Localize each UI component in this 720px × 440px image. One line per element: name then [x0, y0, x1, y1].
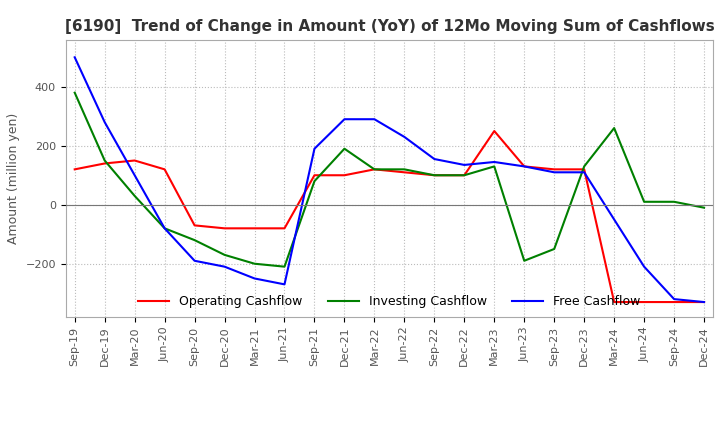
Free Cashflow — [130, 172, 139, 178]
Investing Cashflow — [220, 252, 229, 257]
Investing Cashflow — [400, 167, 409, 172]
Free Cashflow — [370, 117, 379, 122]
Free Cashflow — [340, 117, 348, 122]
Line: Investing Cashflow: Investing Cashflow — [75, 93, 704, 267]
Investing Cashflow — [610, 125, 618, 131]
Operating Cashflow — [610, 299, 618, 304]
Free Cashflow — [640, 264, 649, 269]
Y-axis label: Amount (million yen): Amount (million yen) — [7, 113, 20, 244]
Free Cashflow — [310, 146, 319, 151]
Investing Cashflow — [700, 205, 708, 210]
Free Cashflow — [430, 156, 438, 161]
Free Cashflow — [100, 120, 109, 125]
Free Cashflow — [550, 170, 559, 175]
Operating Cashflow — [220, 226, 229, 231]
Operating Cashflow — [580, 167, 588, 172]
Investing Cashflow — [520, 258, 528, 264]
Operating Cashflow — [490, 128, 499, 134]
Operating Cashflow — [670, 299, 678, 304]
Investing Cashflow — [580, 164, 588, 169]
Free Cashflow — [71, 55, 79, 60]
Investing Cashflow — [460, 172, 469, 178]
Operating Cashflow — [640, 299, 649, 304]
Investing Cashflow — [71, 90, 79, 95]
Investing Cashflow — [251, 261, 259, 266]
Investing Cashflow — [490, 164, 499, 169]
Legend: Operating Cashflow, Investing Cashflow, Free Cashflow: Operating Cashflow, Investing Cashflow, … — [133, 290, 646, 313]
Operating Cashflow — [520, 164, 528, 169]
Operating Cashflow — [161, 167, 169, 172]
Investing Cashflow — [280, 264, 289, 269]
Operating Cashflow — [310, 172, 319, 178]
Investing Cashflow — [130, 193, 139, 198]
Free Cashflow — [700, 299, 708, 304]
Operating Cashflow — [130, 158, 139, 163]
Free Cashflow — [520, 164, 528, 169]
Operating Cashflow — [71, 167, 79, 172]
Free Cashflow — [251, 276, 259, 281]
Free Cashflow — [161, 226, 169, 231]
Investing Cashflow — [100, 158, 109, 163]
Investing Cashflow — [370, 167, 379, 172]
Investing Cashflow — [190, 238, 199, 243]
Free Cashflow — [670, 297, 678, 302]
Operating Cashflow — [280, 226, 289, 231]
Operating Cashflow — [400, 170, 409, 175]
Operating Cashflow — [430, 172, 438, 178]
Title: [6190]  Trend of Change in Amount (YoY) of 12Mo Moving Sum of Cashflows: [6190] Trend of Change in Amount (YoY) o… — [65, 19, 714, 34]
Free Cashflow — [280, 282, 289, 287]
Operating Cashflow — [700, 299, 708, 304]
Free Cashflow — [400, 134, 409, 139]
Free Cashflow — [490, 159, 499, 165]
Free Cashflow — [190, 258, 199, 264]
Investing Cashflow — [670, 199, 678, 205]
Free Cashflow — [460, 162, 469, 168]
Operating Cashflow — [370, 167, 379, 172]
Operating Cashflow — [100, 161, 109, 166]
Line: Operating Cashflow: Operating Cashflow — [75, 131, 704, 302]
Investing Cashflow — [640, 199, 649, 205]
Investing Cashflow — [430, 172, 438, 178]
Operating Cashflow — [550, 167, 559, 172]
Operating Cashflow — [460, 172, 469, 178]
Free Cashflow — [220, 264, 229, 269]
Free Cashflow — [580, 170, 588, 175]
Operating Cashflow — [340, 172, 348, 178]
Investing Cashflow — [310, 179, 319, 184]
Investing Cashflow — [340, 146, 348, 151]
Free Cashflow — [610, 217, 618, 222]
Investing Cashflow — [550, 246, 559, 252]
Operating Cashflow — [190, 223, 199, 228]
Operating Cashflow — [251, 226, 259, 231]
Line: Free Cashflow: Free Cashflow — [75, 57, 704, 302]
Investing Cashflow — [161, 226, 169, 231]
